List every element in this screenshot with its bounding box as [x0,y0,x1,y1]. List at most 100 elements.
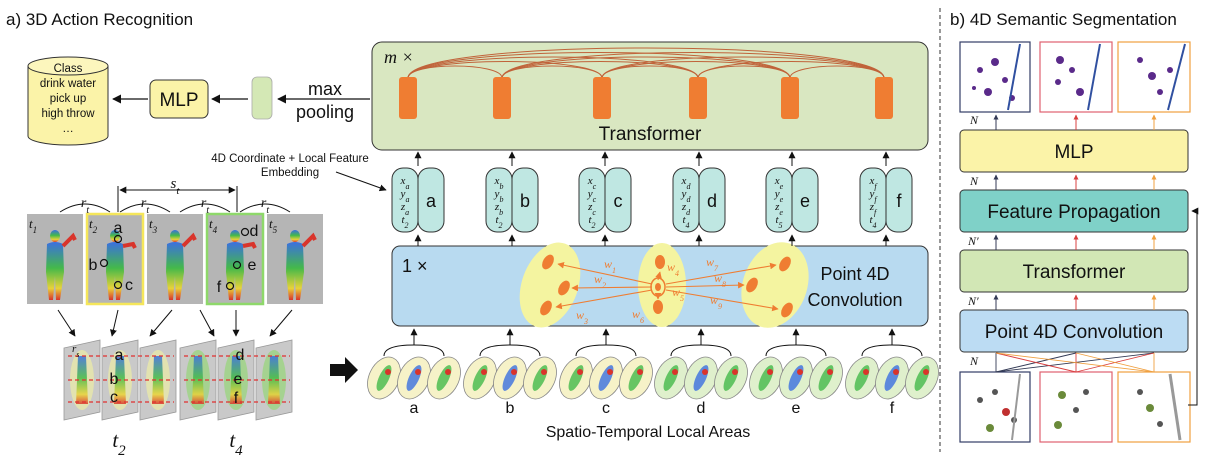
feature-capsule [885,167,913,233]
area-label-e: e [792,400,801,417]
frame-stacks: rs abc def [63,339,293,421]
seg-dim-2: N′ [967,234,979,248]
seg-input-link [1075,352,1155,373]
stack-point-label: d [236,347,245,364]
seg-mlp-box [959,129,1189,173]
token-label-e: e [800,191,810,211]
stride-r-3: rt [201,196,209,216]
local-area-d: d [654,356,748,417]
coord-b-0: xb [494,175,504,191]
frame4-point-e: e [248,257,257,274]
attention-token [399,77,417,119]
coord-d-3: t4 [682,214,689,230]
coord-b-2: zb [494,201,503,217]
weight-w2: w2 [594,272,606,290]
frame-time-label: t3 [149,216,158,235]
anchor-point-marker [225,281,235,291]
coord-b-1: yb [494,188,504,204]
local-area-c: c [559,356,653,417]
stack-label-t4: t4 [229,428,243,459]
conv-repeat: 1 × [402,256,428,276]
mlp-box [149,79,209,119]
coord-e-0: xe [774,175,784,191]
local-area-e: e [749,356,843,417]
skip-connection-arrow [1188,207,1199,406]
mlp-label: MLP [159,90,198,111]
stack-t2 [63,339,177,421]
frame-1: t1 [27,214,83,304]
seg-transformer-box [959,249,1189,293]
token-label-a: a [426,191,437,211]
seg-feature-prop-label: Feature Propagation [987,202,1160,223]
class-line-2: pick up [50,93,86,105]
big-right-arrow [330,357,358,383]
transformer-label: Transformer [599,124,702,145]
frame-time-label: t5 [269,216,278,235]
coord-c-0: xc [587,175,597,191]
weight-w7: w7 [706,255,719,273]
area-label-b: b [506,400,515,417]
frame-3: t3 [147,214,203,304]
stack-point-label: f [234,390,239,407]
frame4-point-f: f [217,279,222,296]
stride-s: st [171,176,181,197]
attention-arc [407,47,885,79]
coord-f-0: xf [868,175,878,191]
seg-dim-4: N [969,354,979,368]
area-merge-lines [479,344,541,357]
seg-conv-box [959,309,1189,353]
seg-output-thumb-2 [1039,41,1113,113]
embedding-note-line-0: 4D Coordinate + Local Feature [211,153,369,165]
anchor-point-marker [113,280,123,290]
vertical-flow-arrows [383,234,923,357]
conv-label-line-1: Convolution [807,290,902,310]
area-label-c: c [602,400,610,417]
feature-capsule [511,167,539,233]
coord-a-2: za [400,201,409,217]
attention-arc [501,52,885,79]
coord-f-2: zf [869,201,878,217]
area-merge-lines [383,344,445,357]
weight-w9: w9 [710,293,722,311]
token-label-c: c [614,191,623,211]
coord-a-0: xa [400,175,410,191]
kernel-ellipse-center [638,243,686,327]
coord-a-1: ya [400,188,410,204]
kernel-ellipse-left [519,242,581,328]
area-label-a: a [410,400,419,417]
seg-input-link [995,352,1077,373]
coord-d-0: xd [681,175,692,191]
attention-token [875,77,893,119]
local-area-f: f [845,356,939,417]
frame2-point-a: a [114,220,123,237]
weight-w1: w1 [604,257,616,275]
seg-input-thumb-1 [959,371,1031,443]
attention-tokens [399,77,893,119]
frame-4: t4 [205,212,265,306]
frame-to-stack-arrow [199,309,215,337]
token-label-f: f [896,191,902,211]
frame-time-label: t1 [29,216,37,235]
embedding-note-arrow [335,171,387,192]
stride-annotations: st rt rt rt rt [59,176,291,216]
area-merge-lines [765,344,827,357]
weight-w4: w4 [667,260,679,278]
coord-c-1: yc [587,188,597,204]
coord-f-1: yf [868,188,878,204]
conv-label-line-0: Point 4D [820,264,889,284]
feature-capsule [604,167,632,233]
person-silhouette [106,242,124,300]
seg-mlp-label: MLP [1054,142,1093,163]
stack-point-label: c [110,389,118,406]
pooled-feature-token [251,76,273,120]
seg-input-link [995,352,1155,373]
point-cloud-frames: t1 t2 t3 t4 t5 [27,212,323,337]
segmentation-flow-arrows [993,114,1157,373]
stack-radius-label: rs [72,343,79,359]
attention-token [781,77,799,119]
stack-label-t2: t2 [112,428,126,459]
class-line-0: Class [54,63,83,75]
seg-transformer-label: Transformer [1023,262,1126,283]
person-silhouette [46,242,64,300]
